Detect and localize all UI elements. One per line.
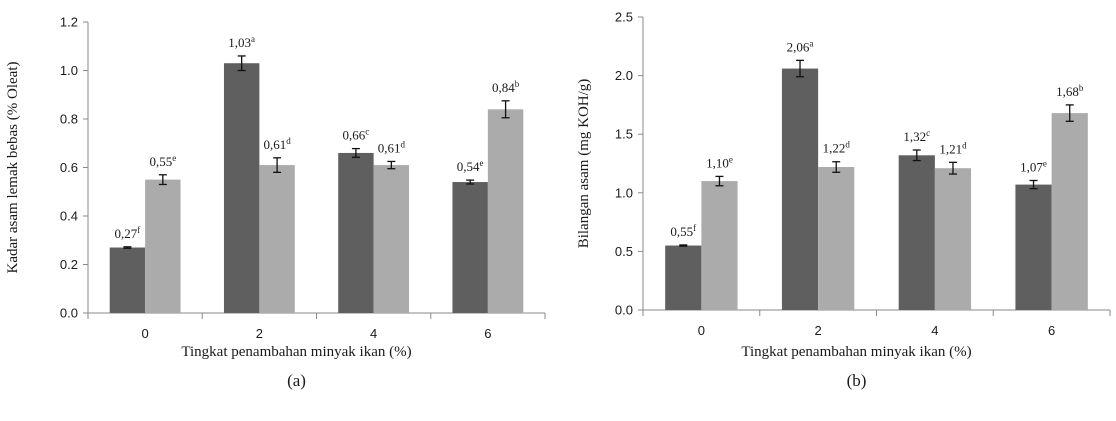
x-tick-label: 2 [815, 323, 822, 338]
y-tick-label: 1.0 [615, 185, 633, 200]
y-tick-label: 1.2 [60, 15, 78, 30]
bar [373, 165, 410, 313]
chart-panel-b: 0.0 0.5 1.0 1.5 2.0 2.5 0 2 4 6 0,55f 2,06a 1,32c 1,0… [576, 10, 1111, 390]
x-tick-label: 6 [484, 326, 491, 341]
x-tick-label: 6 [1048, 323, 1055, 338]
bar [1015, 184, 1052, 310]
y-tick-label: 0.6 [60, 160, 78, 175]
data-label: 0,55e [149, 153, 176, 169]
panel-label: (a) [287, 371, 306, 390]
bar [701, 181, 738, 310]
y-tick-label: 1.0 [60, 63, 78, 78]
x-tick-label: 4 [370, 326, 377, 341]
data-label: 0,54e [457, 158, 484, 174]
bar [1051, 113, 1088, 310]
y-tick-label: 0.0 [60, 306, 78, 321]
panel-label: (b) [847, 371, 867, 390]
bar [338, 152, 374, 313]
x-axis-title: Tingkat penambahan minyak ikan (%) [741, 344, 971, 360]
bar [223, 63, 260, 313]
x-tick-label: 4 [931, 323, 938, 338]
bar [665, 245, 702, 310]
bar [452, 182, 488, 313]
data-label: 0,61d [263, 136, 291, 152]
data-label: 0,55f [670, 223, 696, 239]
data-label: 0,61d [378, 139, 406, 155]
y-tick-label: 2.5 [615, 10, 633, 25]
bar [781, 68, 819, 311]
data-label: 2,06a [787, 38, 814, 54]
y-tick-label: 2.0 [615, 68, 633, 83]
y-tick-label: 0.2 [60, 257, 78, 272]
data-label: 1,22d [823, 140, 851, 156]
data-label: 0,27f [115, 225, 141, 241]
data-label: 0,66c [343, 127, 370, 143]
bar [487, 109, 524, 313]
bar [259, 165, 295, 313]
bar [818, 167, 855, 310]
y-tick-label: 0.0 [615, 303, 633, 318]
x-axis-title: Tingkat penambahan minyak ikan (%) [181, 344, 411, 360]
data-label: 1,07e [1020, 158, 1047, 174]
data-label: 0,84b [492, 79, 520, 95]
data-label: 1,10e [706, 154, 733, 170]
data-label: 1,21d [939, 140, 967, 156]
bar [898, 155, 935, 310]
bar [145, 179, 181, 313]
y-tick-label: 1.5 [615, 127, 633, 142]
y-tick-label: 0.4 [60, 209, 78, 224]
data-label: 1,32c [903, 128, 930, 144]
x-tick-label: 2 [256, 326, 263, 341]
data-label: 1,03a [228, 34, 255, 50]
x-tick-label: 0 [698, 323, 705, 338]
y-axis-title: Kadar asam lemak bebas (% Oleat) [5, 62, 21, 274]
y-tick-label: 0.8 [60, 112, 78, 127]
bar [109, 247, 146, 313]
bar [934, 168, 972, 310]
data-label: 1,68b [1056, 83, 1084, 99]
y-tick-label: 0.5 [615, 244, 633, 259]
x-tick-label: 0 [142, 326, 149, 341]
y-axis-title: Bilangan asam (mg KOH/g) [576, 79, 592, 249]
chart-panel-a: 0.0 0.2 0.4 0.6 0.8 1.0 1.2 0 2 4 6 0,27f 1,03a 0,66c… [5, 15, 546, 390]
